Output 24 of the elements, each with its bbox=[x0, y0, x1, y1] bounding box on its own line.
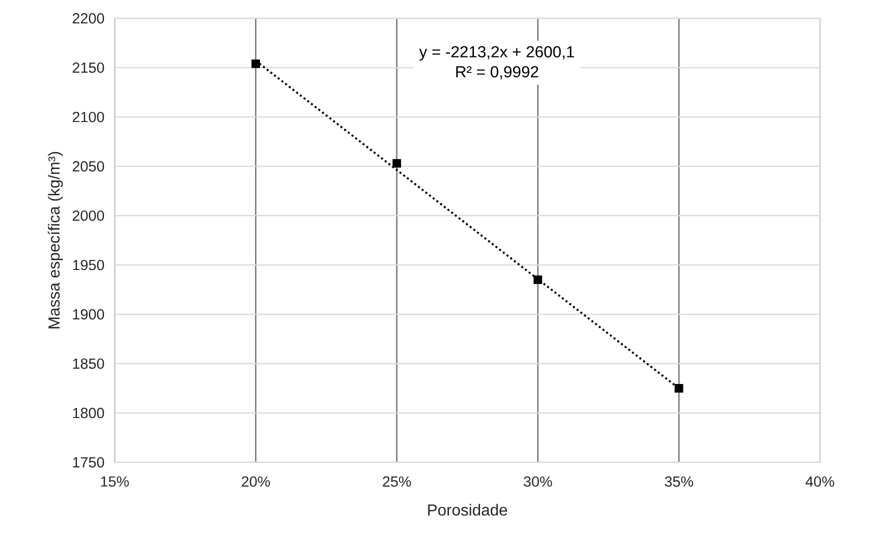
x-tick-label: 40% bbox=[806, 476, 834, 487]
y-tick-label: 2000 bbox=[72, 210, 104, 221]
x-tick-label: 15% bbox=[101, 476, 129, 487]
y-tick-label: 1800 bbox=[73, 408, 104, 418]
point bbox=[674, 384, 684, 393]
x-tick-label: 20% bbox=[242, 476, 270, 487]
point bbox=[534, 276, 542, 284]
x-axis-title: Porosidade bbox=[428, 504, 508, 516]
x-tick-label: 35% bbox=[664, 476, 694, 487]
y-tick-label: 2050 bbox=[72, 161, 104, 172]
y-tick-label: 2150 bbox=[72, 62, 104, 73]
x-tick-label: 25% bbox=[382, 476, 411, 487]
y-tick-label: 1750 bbox=[73, 457, 104, 468]
point bbox=[251, 59, 260, 68]
y-tick-label: 2200 bbox=[72, 13, 104, 24]
annotation: y = -2213,2x + 2600,1 bbox=[419, 46, 574, 61]
y-tick-label: 1900 bbox=[73, 309, 104, 320]
y-tick-label: 2100 bbox=[72, 112, 104, 122]
annotation: R² = 0,9992 bbox=[456, 66, 538, 80]
point bbox=[392, 159, 402, 168]
y-axis-title: Massa específica (kg/m³) bbox=[48, 152, 63, 328]
y-tick-label: 1850 bbox=[73, 358, 104, 369]
y-tick-label: 1950 bbox=[73, 260, 104, 270]
x-tick-label: 30% bbox=[524, 476, 552, 487]
